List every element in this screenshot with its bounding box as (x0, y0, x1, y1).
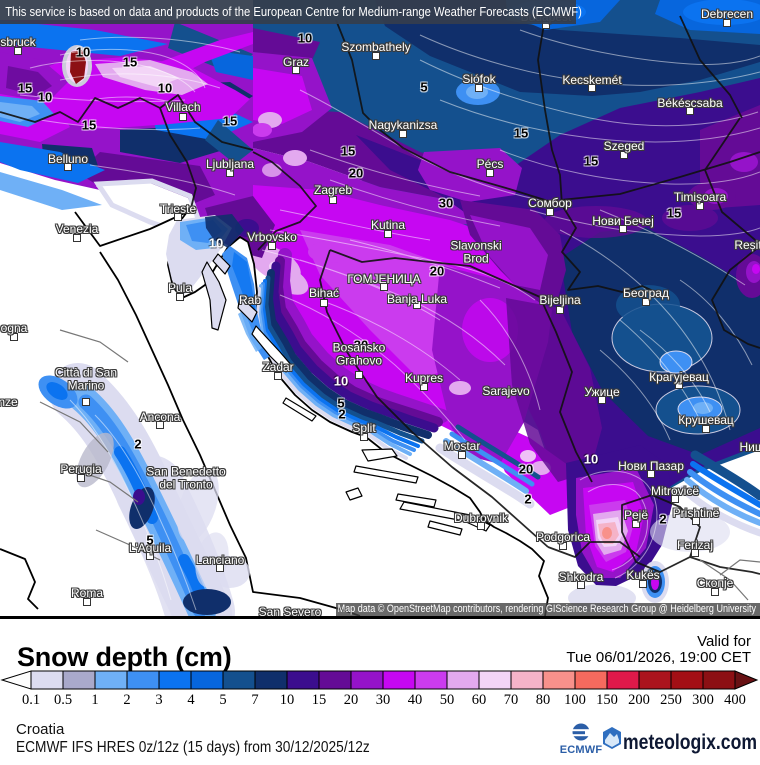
svg-text:meteologix.com: meteologix.com (623, 731, 757, 754)
svg-text:ECMWF: ECMWF (560, 744, 603, 756)
